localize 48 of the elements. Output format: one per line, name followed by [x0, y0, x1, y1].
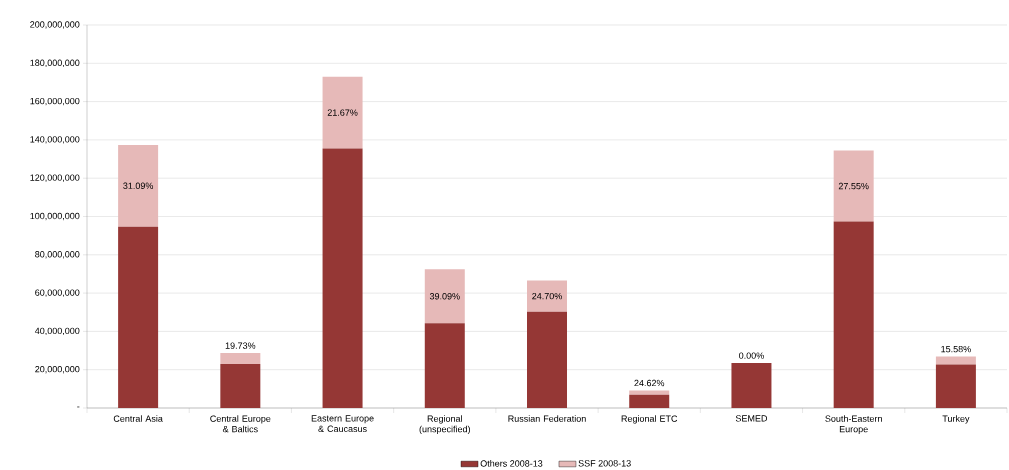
y-tick-label: -	[77, 406, 80, 408]
legend-label: SSF 2008-13	[578, 460, 631, 467]
annotation: 21.67%	[327, 109, 358, 116]
legend-label: Others 2008-13	[480, 460, 543, 467]
y-tick-label: 100,000,000	[30, 212, 80, 221]
annotation: 31.09%	[123, 182, 154, 189]
bar	[935, 364, 976, 408]
bar	[629, 390, 670, 395]
bar	[935, 356, 976, 365]
bar	[629, 394, 670, 408]
x-tick-label: South-Eastern Europe	[825, 415, 882, 435]
y-tick-label: 180,000,000	[30, 59, 80, 68]
x-tick-label: Regional (unspecified)	[419, 415, 470, 435]
y-tick-label: 140,000,000	[30, 136, 80, 144]
bar	[527, 311, 567, 408]
bar	[527, 280, 567, 312]
bar	[220, 353, 261, 364]
y-tick-label: 200,000,000	[30, 21, 80, 29]
bar	[118, 226, 159, 408]
y-tick-label: 60,000,000	[35, 289, 80, 297]
bar	[322, 148, 363, 408]
x-tick-label: SEMED	[735, 415, 768, 422]
annotation: 15.58%	[941, 345, 971, 353]
x-tick-label: Russian Federation	[508, 415, 586, 422]
y-tick-label: 40,000,000	[34, 327, 80, 336]
bar	[424, 269, 465, 324]
bar	[118, 144, 159, 227]
bar	[220, 363, 261, 408]
bar	[322, 76, 363, 149]
x-tick-label: Central Asia	[113, 415, 163, 422]
y-tick-label: 20,000,000	[35, 365, 80, 374]
x-tick-label: Central Europe & Baltics	[210, 415, 271, 433]
annotation: 27.55%	[838, 182, 869, 190]
bar	[833, 150, 874, 222]
annotation: 39.09%	[429, 293, 460, 300]
y-tick-label: 160,000,000	[30, 97, 80, 106]
y-tick-label: 80,000,000	[35, 251, 80, 259]
annotation: 24.70%	[532, 292, 562, 300]
x-tick-label: Regional ETC	[621, 415, 678, 424]
x-tick-label: Turkey	[942, 415, 970, 424]
annotation: 0.00%	[739, 352, 764, 359]
annotation: 24.62%	[634, 379, 665, 387]
x-tick-label: Eastern Europe & Caucasus	[311, 415, 374, 432]
annotation: 19.73%	[225, 342, 256, 349]
y-tick-label: 120,000,000	[30, 174, 80, 182]
bar	[424, 323, 465, 408]
bar	[833, 221, 874, 408]
bar	[731, 363, 772, 408]
